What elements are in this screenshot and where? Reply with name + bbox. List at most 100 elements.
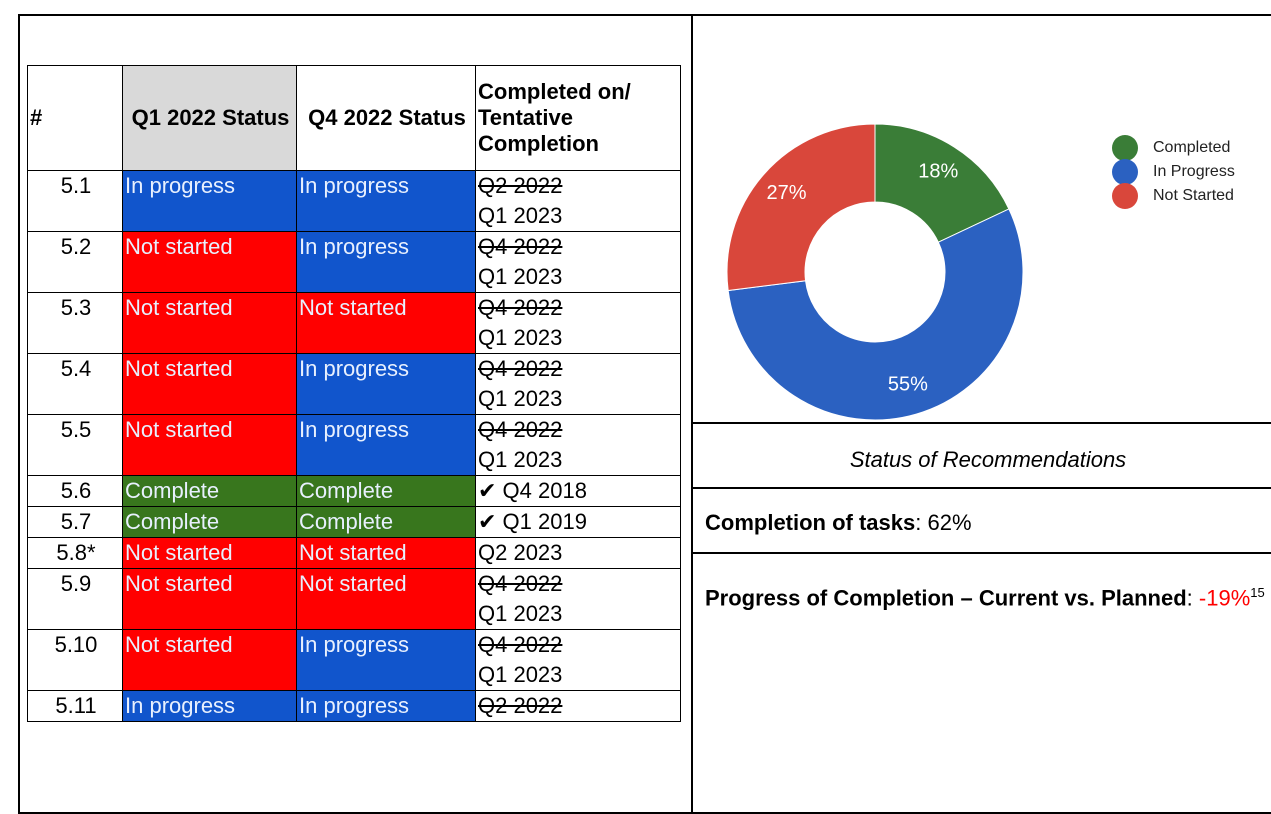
date: Q1 2023 <box>478 601 563 626</box>
date-cell: Q2 2022 <box>475 690 681 722</box>
date-cell: Q4 2022 Q1 2023 <box>475 629 681 691</box>
header-row: # Q1 2022 Status Q4 2022 Status Completed o… <box>27 65 681 171</box>
status-cell: Not started <box>122 292 297 354</box>
num-cell: 5.5 <box>27 414 123 476</box>
date: Q1 2023 <box>478 386 563 411</box>
status-cell: Not started <box>122 629 297 691</box>
date: Q1 2023 <box>478 264 563 289</box>
separator: : <box>1186 585 1199 611</box>
date: ✔ Q4 2018 <box>478 478 587 503</box>
header-cell: Q4 2022 Status <box>296 65 476 171</box>
struck-date: Q2 2022 <box>478 173 563 198</box>
status-cell: In progress <box>122 690 297 722</box>
status-cell: In progress <box>296 690 476 722</box>
date-cell: Q2 2022 Q1 2023 <box>475 170 681 232</box>
row: 5.7 Complete Complete ✔ Q1 2019 <box>27 506 681 538</box>
donut-slice <box>874 123 1010 243</box>
status-cell: Complete <box>122 506 297 538</box>
row: 5.2 Not started In progress Q4 2022 Q1 2023 <box>27 231 681 293</box>
progress-text: Progress of Completion – Current vs. Pla… <box>705 580 1265 611</box>
num-cell: 5.9 <box>27 568 123 630</box>
rule <box>693 487 1271 489</box>
struck-date: Q4 2022 <box>478 571 563 596</box>
date-cell: Q2 2023 <box>475 537 681 569</box>
date: Q1 2023 <box>478 662 563 687</box>
row: 5.1 In progress In progress Q2 2022 Q1 2023 <box>27 170 681 232</box>
table-body: 5.1 In progress In progress Q2 2022 Q1 2023 5… <box>27 170 681 722</box>
struck-date: Q4 2022 <box>478 417 563 442</box>
slice-label: 55% <box>888 374 928 396</box>
value: 62% <box>927 510 972 535</box>
legend-label: Completed <box>1153 139 1230 156</box>
legend-label: Not Started <box>1153 187 1234 204</box>
status-table: # Q1 2022 Status Q4 2022 Status Completed o… <box>27 65 681 722</box>
status-cell: Not started <box>122 231 297 293</box>
date-cell: Q4 2022 Q1 2023 <box>475 292 681 354</box>
date-cell: ✔ Q4 2018 <box>475 475 681 507</box>
row: 5.6 Complete Complete ✔ Q4 2018 <box>27 475 681 507</box>
rule <box>693 422 1271 424</box>
slice-label: 18% <box>918 161 958 183</box>
struck-date: Q2 2022 <box>478 693 563 718</box>
legend-swatch <box>1112 183 1138 209</box>
caption: Status of Recommendations <box>849 447 1127 472</box>
status-cell: Not started <box>122 353 297 415</box>
row: 5.10 Not started In progress Q4 2022 Q1 2023 <box>27 629 681 691</box>
status-cell: In progress <box>296 353 476 415</box>
status-cell: Not started <box>296 537 476 569</box>
num-cell: 5.10 <box>27 629 123 691</box>
date-cell: ✔ Q1 2019 <box>475 506 681 538</box>
status-cell: Not started <box>296 292 476 354</box>
donut-slice <box>727 208 1024 421</box>
date: ✔ Q1 2019 <box>478 509 587 534</box>
row: 5.3 Not started Not started Q4 2022 Q1 2023 <box>27 292 681 354</box>
completion-text: Completion of tasks: 62% <box>705 510 1265 536</box>
legend-swatch <box>1112 135 1138 161</box>
value: -19% <box>1198 585 1251 611</box>
row: 5.9 Not started Not started Q4 2022 Q1 2023 <box>27 568 681 630</box>
slice-label: 27% <box>766 182 806 204</box>
struck-date: Q4 2022 <box>478 295 563 320</box>
label: Completion of tasks <box>705 510 916 535</box>
status-cell: In progress <box>296 231 476 293</box>
rule <box>693 552 1271 554</box>
date: Q2 2023 <box>478 540 563 565</box>
struck-date: Q4 2022 <box>478 632 563 657</box>
row: 5.11 In progress In progress Q2 2022 <box>27 690 681 722</box>
divider <box>691 14 693 814</box>
num-cell: 5.11 <box>27 690 123 722</box>
struck-date: Q4 2022 <box>478 234 563 259</box>
status-cell: Complete <box>122 475 297 507</box>
status-cell: In progress <box>122 170 297 232</box>
donut-slice <box>726 123 876 292</box>
status-cell: Not started <box>122 568 297 630</box>
legend-label: In Progress <box>1153 163 1235 180</box>
label: Progress of Completion – Current vs. Pla… <box>705 585 1187 611</box>
num-cell: 5.7 <box>27 506 123 538</box>
status-cell: Not started <box>122 537 297 569</box>
date-cell: Q4 2022 Q1 2023 <box>475 568 681 630</box>
date: Q1 2023 <box>478 325 563 350</box>
donut-chart: 18% Completed 55% In Progress 27% Not Started <box>726 123 1235 421</box>
header-cell: Completed on/ Tentative Completion <box>475 65 681 171</box>
row: 5.4 Not started In progress Q4 2022 Q1 2023 <box>27 353 681 415</box>
num-cell: 5.8* <box>27 537 123 569</box>
num-cell: 5.2 <box>27 231 123 293</box>
date: Q1 2023 <box>478 203 563 228</box>
date-cell: Q4 2022 Q1 2023 <box>475 231 681 293</box>
status-cell: Not started <box>296 568 476 630</box>
num-cell: 5.6 <box>27 475 123 507</box>
row: 5.8* Not started Not started Q2 2023 <box>27 537 681 569</box>
status-cell: In progress <box>296 170 476 232</box>
separator: : <box>915 510 928 535</box>
footnote: 15 <box>1250 585 1265 600</box>
status-cell: Complete <box>296 506 476 538</box>
num-cell: 5.4 <box>27 353 123 415</box>
status-cell: In progress <box>296 629 476 691</box>
struck-date: Q4 2022 <box>478 356 563 381</box>
status-cell: Not started <box>122 414 297 476</box>
date: Q1 2023 <box>478 447 563 472</box>
status-cell: Complete <box>296 475 476 507</box>
legend-swatch <box>1112 159 1138 185</box>
